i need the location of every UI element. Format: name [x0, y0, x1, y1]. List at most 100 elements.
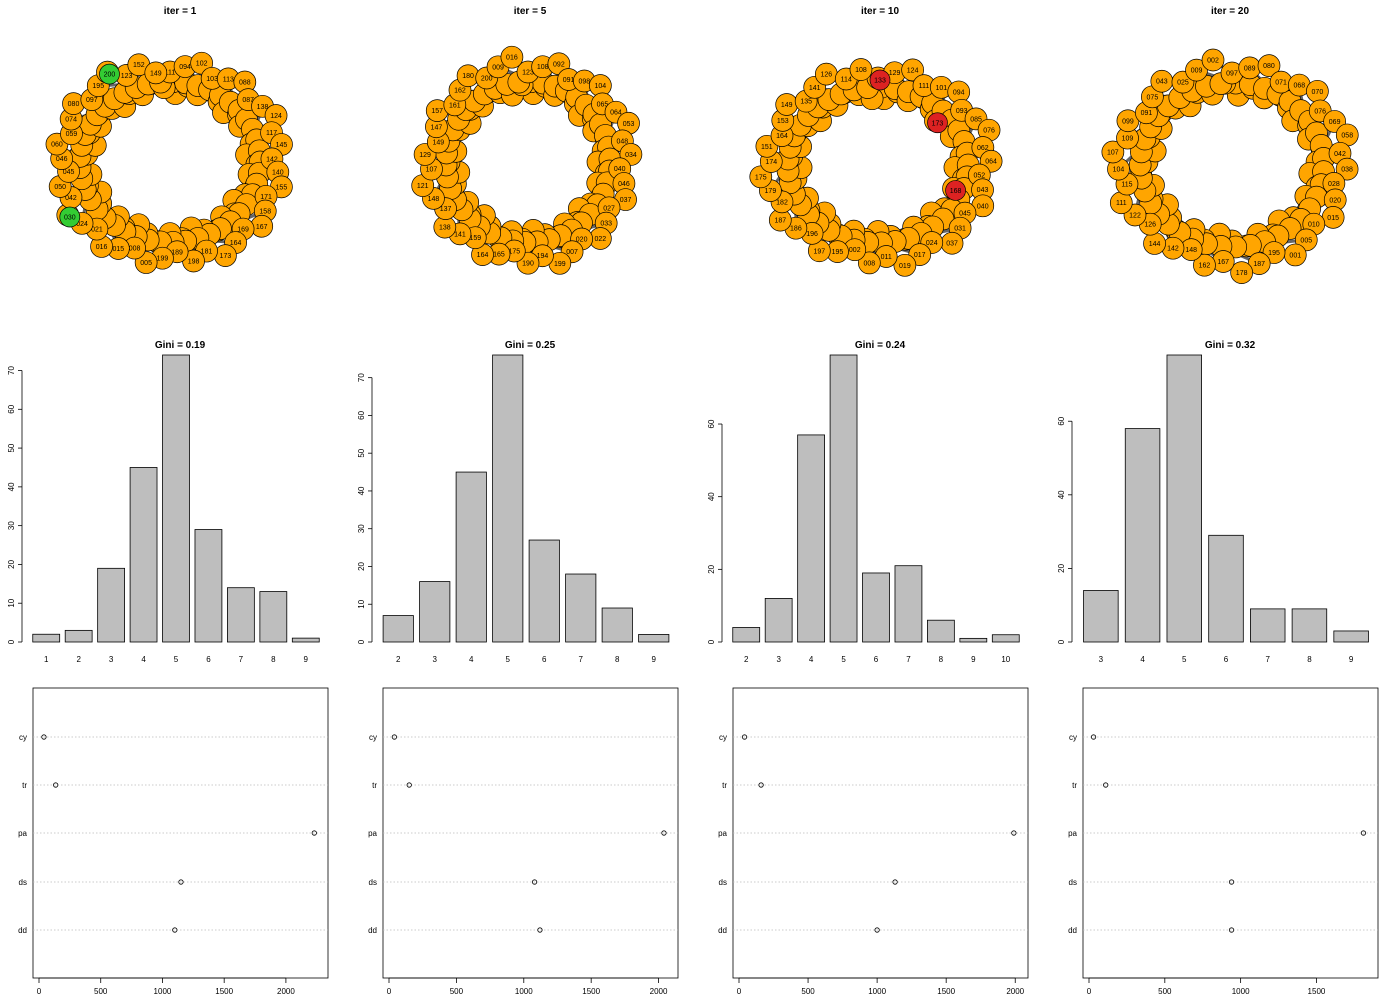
node-label: 015: [1327, 215, 1339, 222]
dot: [391, 734, 397, 740]
node-label: 148: [1185, 247, 1197, 254]
y-tick-label: 60: [7, 404, 16, 413]
node-label: 070: [1312, 89, 1324, 96]
node-label: 037: [620, 197, 632, 204]
y-tick-label: 60: [1057, 416, 1066, 425]
bar: [862, 572, 890, 643]
node-label: 164: [776, 133, 788, 140]
bar: [97, 567, 125, 643]
x-tick-label: 6: [206, 655, 211, 664]
node-label: 167: [256, 224, 268, 231]
x-tick-label: 8: [615, 655, 620, 664]
bar-panel-4: Gini = 0.32 0 20 40 60 3 4 5 6 7 8 9: [1057, 340, 1369, 664]
x-tick-label: 1000: [868, 987, 886, 996]
y-tick-label: 40: [707, 492, 716, 501]
node-label: 195: [92, 83, 104, 90]
dot: [1011, 830, 1017, 836]
x-tick-label: 3: [433, 655, 438, 664]
bar: [1333, 630, 1369, 643]
x-tick-label: 2: [744, 655, 749, 664]
network-title: iter = 5: [514, 6, 547, 17]
network-node: [893, 253, 917, 277]
node-label: 009: [492, 64, 504, 71]
dot: [892, 879, 898, 885]
node-label: 107: [426, 167, 438, 174]
x-tick-label: 9: [652, 655, 657, 664]
x-tick-label: 1000: [515, 987, 533, 996]
bar: [991, 634, 1020, 643]
network-title: iter = 10: [861, 6, 900, 17]
node-label: 033: [600, 221, 612, 228]
node-label: 162: [454, 88, 466, 95]
node-label: 174: [765, 159, 777, 166]
dot: [1228, 927, 1235, 933]
y-tick-label: 20: [707, 564, 716, 573]
bar-title: Gini = 0.24: [855, 340, 906, 351]
y-tick-label: 10: [357, 599, 366, 608]
node-label: 016: [506, 55, 518, 62]
node-label: 126: [1144, 222, 1156, 229]
dot: [661, 830, 667, 836]
bar: [64, 629, 93, 643]
y-tick-label: 50: [7, 443, 16, 452]
highlighted-node: [927, 112, 948, 134]
bar: [227, 587, 255, 643]
row-label: pa: [1068, 829, 1077, 838]
node-label: 094: [179, 64, 191, 71]
node-label: 058: [1341, 132, 1353, 139]
node-label: 115: [1121, 182, 1132, 189]
row-label: tr: [722, 781, 727, 790]
x-tick-label: 9: [304, 655, 309, 664]
dot: [311, 830, 317, 836]
node-label: 149: [150, 70, 162, 77]
y-tick-label: 40: [357, 486, 366, 495]
x-tick-label: 3: [776, 655, 781, 664]
y-tick-label: 60: [357, 410, 366, 419]
bar: [492, 354, 524, 643]
node-label: 064: [985, 159, 997, 166]
x-tick-label: 1500: [1308, 987, 1326, 996]
dot: [1090, 734, 1097, 740]
node-label: 153: [777, 118, 789, 125]
row-label: ds: [19, 878, 27, 887]
node-label: 159: [469, 235, 481, 242]
x-tick-label: 1000: [1232, 987, 1250, 996]
node-label: 021: [91, 227, 103, 234]
node-label: 019: [899, 263, 911, 270]
highlighted-node: [99, 63, 120, 85]
node-label: 017: [914, 252, 926, 259]
node-label: 199: [157, 256, 169, 263]
node-label: 043: [977, 187, 989, 194]
dot: [1360, 830, 1367, 836]
network-title: iter = 1: [164, 6, 197, 17]
x-tick-label: 500: [450, 987, 464, 996]
highlighted-node-label: 168: [950, 188, 962, 195]
node-label: 104: [595, 83, 607, 90]
node-label: 015: [113, 246, 125, 253]
node-label: 045: [959, 211, 971, 218]
y-tick-label: 30: [7, 521, 16, 530]
node-label: 009: [1191, 68, 1203, 75]
x-tick-label: 1500: [215, 987, 233, 996]
row-label: dd: [18, 926, 27, 935]
x-tick-label: 500: [801, 987, 815, 996]
node-label: 053: [623, 121, 635, 128]
bar: [829, 354, 858, 643]
node-label: 111: [1116, 200, 1127, 207]
dot: [178, 879, 184, 885]
dot: [1103, 782, 1109, 788]
node-label: 097: [86, 97, 98, 104]
node-label: 195: [1268, 250, 1280, 257]
x-tick-label: 4: [809, 655, 814, 664]
x-tick-label: 3: [1099, 655, 1104, 664]
x-tick-label: 6: [874, 655, 879, 664]
node-label: 158: [259, 209, 271, 216]
node-label: 093: [956, 108, 968, 115]
node-label: 187: [1253, 261, 1265, 268]
bar: [764, 598, 793, 643]
highlighted-node: [945, 180, 966, 201]
node-label: 005: [140, 260, 152, 267]
bar: [1124, 428, 1161, 643]
highlighted-node-label: 200: [104, 72, 116, 79]
